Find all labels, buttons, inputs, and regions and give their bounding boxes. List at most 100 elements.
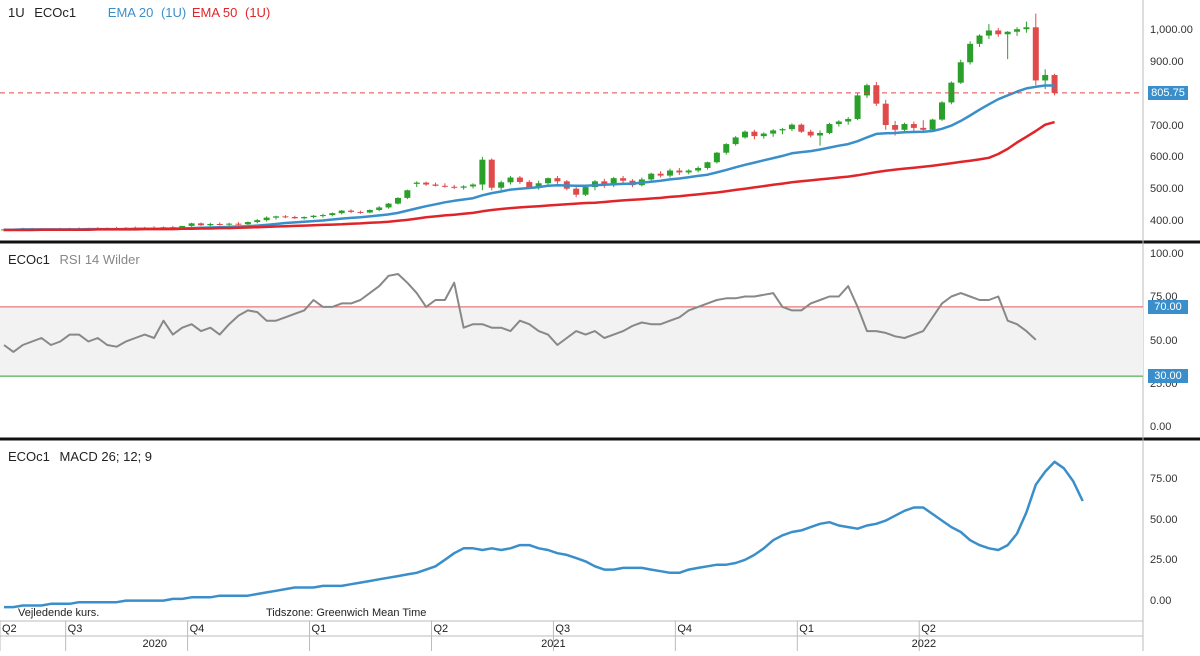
candle[interactable] xyxy=(1023,27,1030,30)
candle[interactable] xyxy=(273,216,280,218)
candle[interactable] xyxy=(385,203,392,208)
candle[interactable] xyxy=(723,144,730,153)
candle[interactable] xyxy=(207,223,214,226)
symbol-label[interactable]: ECOc1 xyxy=(34,5,77,20)
candle[interactable] xyxy=(826,124,833,133)
candle[interactable] xyxy=(1051,75,1058,93)
candle[interactable] xyxy=(1014,29,1021,32)
candle[interactable] xyxy=(282,216,289,218)
candle[interactable] xyxy=(788,124,795,130)
candle[interactable] xyxy=(554,178,561,182)
candle[interactable] xyxy=(835,121,842,125)
candle[interactable] xyxy=(244,222,251,225)
rsi-label[interactable]: RSI 14 Wilder xyxy=(59,252,140,267)
candle[interactable] xyxy=(817,132,824,136)
candle[interactable] xyxy=(179,225,186,228)
candle[interactable] xyxy=(620,178,627,181)
candle[interactable] xyxy=(460,186,467,188)
candle[interactable] xyxy=(423,182,430,185)
candle[interactable] xyxy=(742,131,749,138)
candle[interactable] xyxy=(235,223,242,225)
candle[interactable] xyxy=(601,181,608,186)
ema20-line[interactable] xyxy=(4,84,1055,231)
candle[interactable] xyxy=(357,211,364,213)
candle[interactable] xyxy=(985,30,992,36)
candle[interactable] xyxy=(507,177,514,183)
candle[interactable] xyxy=(676,170,683,173)
interval-label[interactable]: 1U xyxy=(8,5,25,20)
candle[interactable] xyxy=(216,223,223,225)
candle[interactable] xyxy=(910,124,917,128)
candle[interactable] xyxy=(779,129,786,131)
candle[interactable] xyxy=(882,103,889,125)
candle[interactable] xyxy=(873,85,880,104)
candle[interactable] xyxy=(751,131,758,137)
candle[interactable] xyxy=(967,43,974,63)
candle[interactable] xyxy=(348,210,355,212)
candle[interactable] xyxy=(498,182,505,188)
candle[interactable] xyxy=(254,220,261,223)
candle[interactable] xyxy=(573,188,580,195)
candle[interactable] xyxy=(713,152,720,163)
candle[interactable] xyxy=(582,187,589,195)
candle[interactable] xyxy=(695,167,702,171)
candle[interactable] xyxy=(545,178,552,184)
candle[interactable] xyxy=(976,35,983,44)
candle[interactable] xyxy=(845,118,852,122)
candle[interactable] xyxy=(920,127,927,130)
candle[interactable] xyxy=(301,216,308,219)
candle[interactable] xyxy=(901,124,908,130)
rsi-line[interactable] xyxy=(3,273,1037,353)
candle[interactable] xyxy=(610,178,617,186)
candle[interactable] xyxy=(854,95,861,119)
ema50-label[interactable]: EMA 50 xyxy=(191,5,238,20)
candle[interactable] xyxy=(263,217,270,221)
candle[interactable] xyxy=(995,30,1002,35)
candle[interactable] xyxy=(441,185,448,187)
candle[interactable] xyxy=(488,159,495,188)
candle[interactable] xyxy=(760,133,767,137)
candle[interactable] xyxy=(948,82,955,103)
macd-line[interactable] xyxy=(4,460,1084,609)
candle[interactable] xyxy=(666,170,673,176)
candle[interactable] xyxy=(329,213,336,216)
candle[interactable] xyxy=(432,184,439,186)
candle[interactable] xyxy=(798,124,805,132)
candle[interactable] xyxy=(704,162,711,168)
candle[interactable] xyxy=(226,223,233,225)
candle[interactable] xyxy=(1032,27,1039,81)
candle[interactable] xyxy=(892,125,899,130)
candle[interactable] xyxy=(535,183,542,188)
candle[interactable] xyxy=(770,130,777,134)
candle[interactable] xyxy=(470,184,476,187)
candle[interactable] xyxy=(1042,75,1049,81)
ema50-line[interactable] xyxy=(4,120,1055,232)
candle[interactable] xyxy=(197,223,204,226)
candle[interactable] xyxy=(863,85,870,96)
candle[interactable] xyxy=(516,177,523,182)
candle[interactable] xyxy=(291,216,298,219)
candle[interactable] xyxy=(394,197,401,204)
candle[interactable] xyxy=(957,62,964,83)
candle[interactable] xyxy=(188,223,195,226)
candle[interactable] xyxy=(451,186,458,188)
candle[interactable] xyxy=(807,131,814,136)
candle[interactable] xyxy=(413,182,420,184)
candle[interactable] xyxy=(366,209,373,213)
candle[interactable] xyxy=(376,207,383,210)
candle[interactable] xyxy=(319,215,326,217)
candle[interactable] xyxy=(338,210,345,214)
candle[interactable] xyxy=(648,173,655,180)
ema20-label[interactable]: EMA 20 xyxy=(107,5,154,20)
candle[interactable] xyxy=(929,119,936,130)
candle[interactable] xyxy=(404,190,411,198)
candle[interactable] xyxy=(310,215,317,217)
candle[interactable] xyxy=(732,137,739,145)
candle[interactable] xyxy=(657,173,664,176)
candle[interactable] xyxy=(939,102,945,120)
candle[interactable] xyxy=(526,181,533,188)
candle[interactable] xyxy=(685,170,692,173)
candle[interactable] xyxy=(1004,31,1011,35)
macd-label[interactable]: MACD 26; 12; 9 xyxy=(59,449,153,464)
